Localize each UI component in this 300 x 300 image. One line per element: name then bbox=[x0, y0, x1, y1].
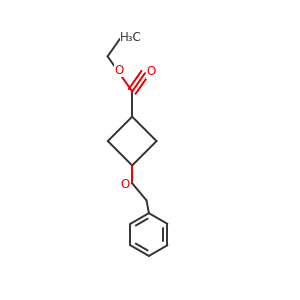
Text: H₃C: H₃C bbox=[120, 31, 142, 44]
Text: O: O bbox=[147, 65, 156, 78]
Text: O: O bbox=[115, 64, 124, 77]
Text: O: O bbox=[120, 178, 129, 191]
